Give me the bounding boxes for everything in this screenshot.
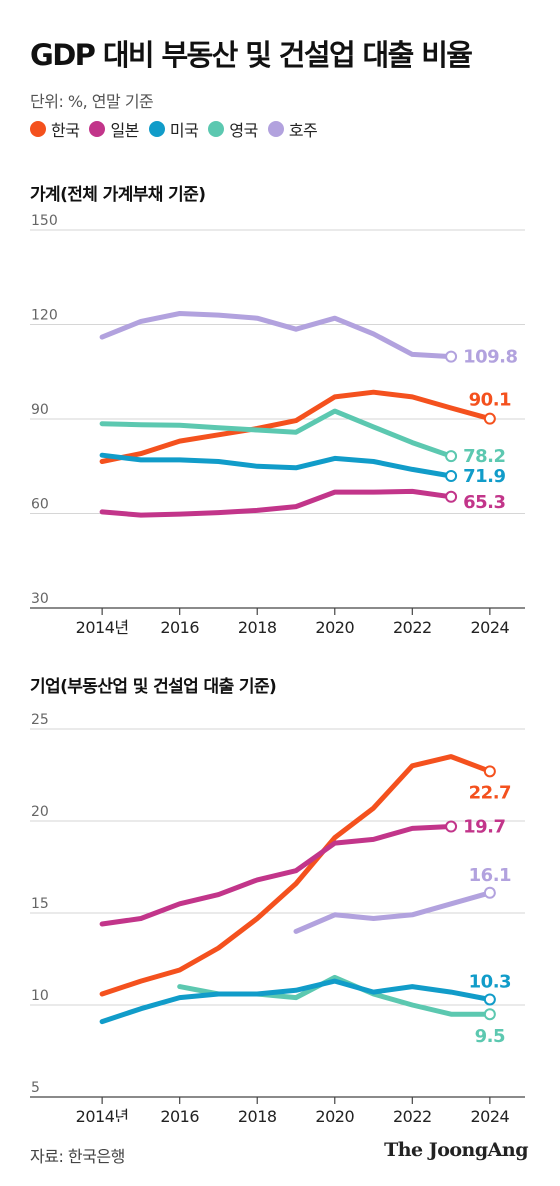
x-tick-label: 2020 (315, 1107, 354, 1122)
series-end-marker (445, 470, 458, 483)
legend-item: 일본 (89, 117, 139, 141)
data-label: 16.1 (469, 865, 511, 886)
legend-swatch (148, 121, 165, 137)
data-label: 71.9 (463, 466, 505, 487)
legend-item: 영국 (208, 117, 258, 141)
brand-logo: The JoongAng (384, 1139, 528, 1161)
page-title: GDP 대비 부동산 및 건설업 대출 비율 (30, 38, 473, 72)
chart-title: 가계(전체 가계부채 기준) (30, 185, 205, 205)
data-label: 10.3 (469, 971, 511, 992)
y-tick-label: 5 (31, 1080, 40, 1096)
series-end-marker (445, 450, 458, 463)
series-line (99, 408, 454, 459)
y-tick-label: 90 (31, 402, 49, 418)
series-end-marker (445, 490, 458, 503)
series-line (293, 890, 493, 934)
legend-label: 영국 (229, 121, 258, 140)
data-label: 109.8 (463, 347, 517, 368)
legend: 한국 일본 미국 영국 호주 (30, 117, 327, 141)
source-note: 자료: 한국은행 (30, 1147, 125, 1166)
x-tick-label: 2018 (238, 1107, 277, 1122)
legend-swatch (30, 121, 46, 137)
series-end-marker (483, 1008, 496, 1021)
legend-item: 한국 (30, 117, 80, 141)
series-line (99, 978, 493, 1025)
y-tick-label: 15 (31, 896, 49, 912)
x-tick-label: 2018 (238, 618, 277, 637)
x-tick-label: 2014년 (76, 618, 129, 637)
series-end-marker (483, 412, 496, 425)
y-tick-label: 10 (31, 988, 49, 1004)
series-end-marker (483, 765, 496, 778)
x-tick-label: 2024 (471, 1107, 510, 1122)
legend-item: 미국 (148, 117, 199, 141)
legend-swatch (89, 121, 106, 137)
legend-item: 호주 (267, 117, 318, 141)
legend-label: 호주 (288, 121, 318, 140)
data-label: 78.2 (463, 446, 505, 467)
unit-note: 단위: %, 연말 기준 (30, 92, 154, 111)
x-tick-label: 2014년 (76, 1107, 129, 1122)
data-label: 65.3 (463, 492, 505, 513)
legend-label: 미국 (169, 121, 199, 140)
y-tick-label: 25 (31, 712, 49, 728)
chart-title: 기업(부동산업 및 건설업 대출 기준) (30, 677, 276, 697)
legend-swatch (267, 121, 284, 137)
data-label: 9.5 (475, 1026, 505, 1047)
y-tick-label: 60 (31, 497, 49, 513)
series-line (99, 754, 493, 997)
series-line (99, 389, 493, 464)
y-tick-label: 150 (31, 213, 58, 229)
series-end-marker (483, 886, 496, 899)
data-label: 90.1 (469, 390, 511, 411)
legend-label: 한국 (51, 121, 80, 140)
data-label: 19.7 (463, 817, 505, 838)
x-tick-label: 2016 (160, 1107, 199, 1122)
x-tick-label: 2022 (393, 618, 432, 637)
x-tick-label: 2016 (160, 618, 199, 637)
series-end-marker (445, 820, 458, 833)
legend-swatch (208, 121, 225, 137)
x-tick-label: 2022 (393, 1107, 432, 1122)
household-debt-chart: 가계(전체 가계부채 기준) 150 120 90 60 30 2014년 2016 2018 2… (30, 185, 525, 637)
x-tick-label: 2024 (471, 618, 510, 637)
series-end-marker (445, 350, 458, 363)
y-tick-label: 30 (31, 591, 49, 607)
y-tick-label: 120 (31, 308, 58, 324)
legend-label: 일본 (110, 121, 139, 140)
series-end-marker (483, 993, 496, 1006)
corporate-loan-chart: 기업(부동산업 및 건설업 대출 기준) 25 20 15 10 5 2014년 2016 20… (30, 677, 525, 1122)
series-line (99, 824, 454, 927)
y-tick-label: 20 (31, 804, 49, 820)
series-line (99, 311, 454, 360)
x-tick-label: 2020 (315, 618, 354, 637)
data-label: 22.7 (469, 782, 511, 803)
series-line (99, 452, 454, 479)
series-line (99, 488, 454, 518)
